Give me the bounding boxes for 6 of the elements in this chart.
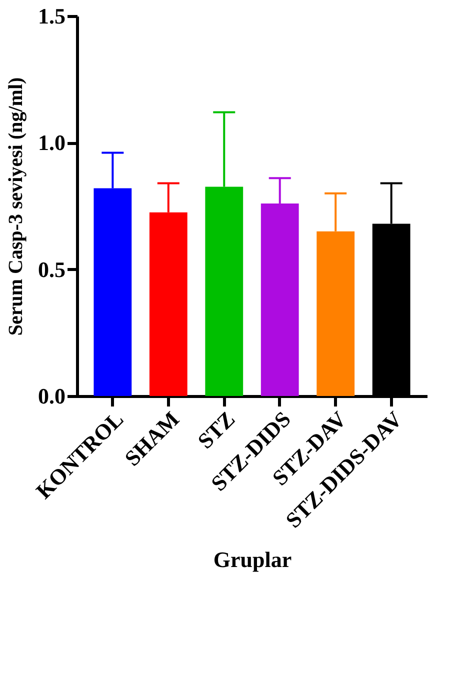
- y-tick-label: 0.5: [38, 256, 66, 282]
- y-tick-label: 1.0: [38, 130, 66, 156]
- x-axis-title: Gruplar: [213, 546, 292, 572]
- y-tick-label: 1.5: [38, 4, 66, 28]
- y-tick-label: 0.0: [38, 384, 66, 408]
- y-axis-title: Serum Casp-3 seviyesi (ng/ml): [5, 77, 27, 336]
